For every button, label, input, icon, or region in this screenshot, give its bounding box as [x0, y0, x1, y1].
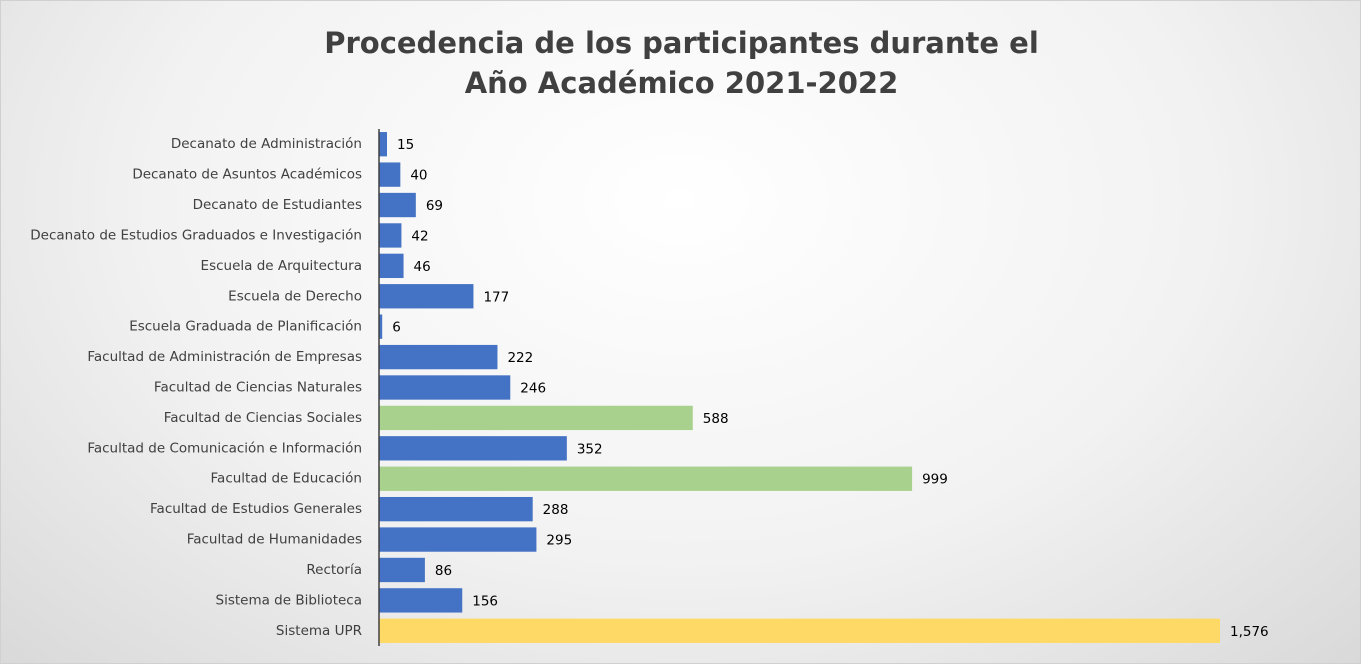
bar — [379, 618, 1220, 643]
y-tick-label: Facultad de Humanidades — [187, 532, 362, 548]
data-label: 40 — [410, 168, 427, 184]
data-label: 42 — [411, 228, 428, 244]
bar — [379, 284, 474, 309]
bar — [379, 162, 401, 187]
y-tick-label: Facultad de Educación — [211, 471, 362, 487]
data-label: 156 — [472, 593, 498, 609]
y-tick-label: Decanato de Estudios Graduados e Investi… — [30, 227, 362, 243]
bar — [379, 344, 498, 370]
bar — [379, 375, 511, 400]
y-tick-label: Facultad de Ciencias Naturales — [154, 380, 362, 396]
bar — [379, 192, 416, 218]
data-label: 588 — [703, 411, 729, 427]
data-label: 69 — [426, 198, 443, 214]
data-label: 86 — [435, 563, 452, 579]
data-label: 999 — [922, 472, 948, 488]
y-tick-label: Sistema de Biblioteca — [216, 592, 362, 608]
y-tick-label: Decanato de Administración — [171, 136, 362, 152]
y-tick-label: Escuela de Arquitectura — [201, 258, 362, 274]
bar — [379, 466, 913, 491]
bar — [379, 405, 693, 431]
bar — [379, 436, 567, 461]
bar — [379, 253, 404, 279]
data-label: 177 — [483, 289, 509, 305]
bar — [379, 314, 383, 339]
y-tick-label: Decanato de Estudiantes — [193, 197, 362, 213]
bar — [379, 588, 463, 613]
y-tick-label: Sistema UPR — [276, 623, 362, 639]
bar — [379, 132, 388, 157]
data-label: 6 — [392, 320, 401, 336]
data-label: 352 — [577, 441, 603, 457]
bar — [379, 527, 537, 552]
y-tick-label: Rectoría — [306, 562, 362, 578]
bar — [379, 496, 533, 522]
y-tick-label: Escuela Graduada de Planificación — [129, 319, 362, 335]
data-label: 222 — [507, 350, 533, 366]
y-tick-label: Facultad de Comunicación e Información — [87, 440, 362, 456]
data-label: 246 — [520, 381, 546, 397]
chart-title: Procedencia de los participantes durante… — [324, 26, 1039, 100]
data-label: 46 — [414, 259, 431, 275]
data-label: 1,576 — [1230, 624, 1269, 640]
bar — [379, 223, 402, 248]
data-label: 288 — [543, 502, 569, 518]
y-tick-label: Decanato de Asuntos Académicos — [132, 167, 362, 183]
y-tick-label: Escuela de Derecho — [228, 288, 362, 304]
y-tick-label: Facultad de Ciencias Sociales — [164, 410, 362, 426]
y-tick-label: Facultad de Estudios Generales — [150, 501, 362, 517]
data-label: 295 — [546, 533, 572, 549]
data-label: 15 — [397, 137, 414, 153]
y-tick-label: Facultad de Administración de Empresas — [87, 349, 362, 365]
bar — [379, 557, 425, 583]
